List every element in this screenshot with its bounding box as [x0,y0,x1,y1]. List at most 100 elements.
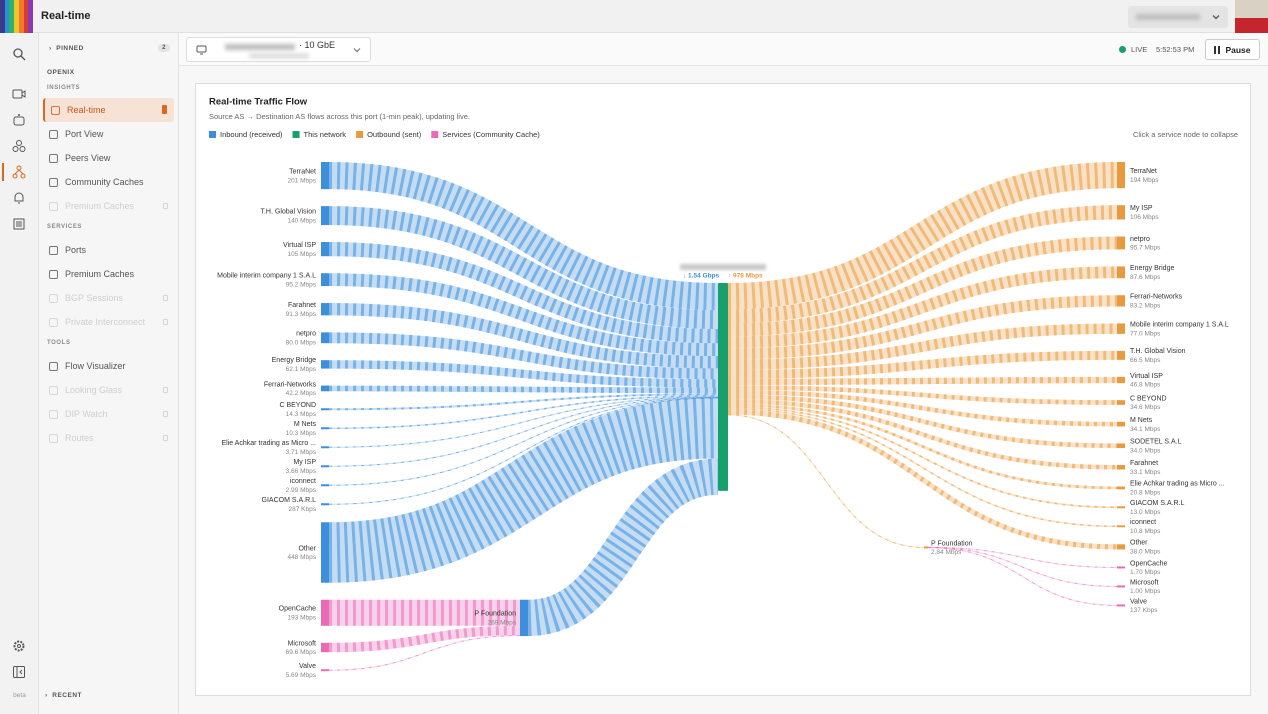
node-name: netpro [1130,236,1150,243]
inbound-node [321,465,329,468]
outbound-node [1117,236,1125,250]
bell-icon[interactable] [12,191,26,205]
nav-icon [49,153,58,163]
nav-item: Looking Glass [43,378,174,402]
nav-item[interactable]: Port View [43,122,174,146]
outbound-node [1117,323,1125,334]
search-icon[interactable] [12,47,26,61]
nav-item[interactable]: Peers View [43,146,174,170]
node-name: iconnect [290,478,316,485]
outbound-node [1117,376,1125,384]
flow-stripes [927,547,1118,606]
node-value: 20.8 Mbps [1130,490,1161,497]
nav-item[interactable]: Real-time [43,98,174,122]
inbound-node [321,273,329,287]
service-node[interactable] [1117,585,1125,588]
nav-icon [49,433,58,443]
nav-item[interactable]: Ports [43,238,174,262]
service-node[interactable] [321,599,329,626]
nav-label: Real-time [67,105,106,115]
node-name: Microsoft [288,640,316,647]
section-title: SERVICES [47,224,83,230]
video-icon[interactable] [12,87,26,101]
account-menu[interactable] [1128,6,1228,28]
service-node[interactable] [1117,604,1125,607]
nav-item[interactable]: Community Caches [43,170,174,194]
outbound-node [1117,443,1125,449]
recent-section[interactable]: › RECENT [45,692,83,699]
node-value: 5.69 Mbps [286,672,317,679]
nav-label: Premium Caches [65,269,135,279]
nav-item[interactable]: Premium Caches [43,262,174,286]
icon-rail [0,33,39,714]
chart-hint: Click a service node to collapse [1133,130,1238,139]
node-value: 38.0 Mbps [1130,549,1161,556]
service-node[interactable] [321,669,329,672]
flow-band [727,295,1118,360]
node-name: SODETEL S.A.L [1130,439,1182,446]
nav-icon [49,245,58,255]
node-value: 33.1 Mbps [1130,469,1161,476]
port-selector[interactable] [186,37,371,62]
outbound-node [1117,486,1125,490]
settings-icon[interactable] [12,639,26,653]
nodes-icon[interactable] [12,139,26,153]
nav-label: BGP Sessions [65,293,123,303]
pinned-section[interactable]: › PINNED 2 [43,37,174,59]
node-name: Ferrari-Networks [1130,294,1183,301]
flow-stripes [727,385,1118,405]
avatar[interactable] [1235,0,1268,33]
node-value: 91.3 Mbps [286,311,317,318]
node-name: Ferrari-Networks [264,381,317,388]
service-node[interactable] [1117,566,1125,569]
node-name: Energy Bridge [272,357,316,364]
flow-band [727,162,1118,310]
node-name: P Foundation [931,540,973,547]
flow-band [328,162,719,311]
node-name: OpenCache [1130,560,1167,567]
flow-stripes [727,414,925,548]
hub-node[interactable] [520,599,528,637]
flow-stripes [328,397,719,486]
nav-item: BGP Sessions [43,286,174,310]
outbound-node [1117,295,1125,307]
flow-icon[interactable] [12,165,26,179]
lock-icon [163,435,168,441]
node-value: 66.5 Mbps [1130,357,1161,364]
node-value: 77.0 Mbps [1130,330,1161,337]
nav-item[interactable]: Flow Visualizer [43,354,174,378]
nav-label: DIP Watch [65,409,108,419]
node-name: P Foundation [474,611,516,618]
pinned-count: 2 [158,44,170,52]
inbound-node [321,162,329,190]
node-value: 1.70 Mbps [1130,569,1161,576]
node-name: M Nets [294,421,317,428]
node-name: Mobile interim company 1 S.A.L [1130,322,1229,329]
flow-band [727,399,1118,470]
flow-stripes [328,398,719,583]
center-inbound: ↓ 1.54 Gbps [683,273,720,280]
nav-icon [49,293,58,303]
flow-stripes [328,273,719,357]
center-name-redacted [680,264,766,270]
flow-stripes [727,323,1118,370]
service-node[interactable] [321,642,329,653]
node-name: TerraNet [1130,168,1157,175]
sidebar: › PINNED 2 OPENIX INSIGHTS Real-time Port V… [39,33,179,714]
bot-icon[interactable] [12,113,26,127]
lock-icon [163,203,168,209]
flow-stripes [727,376,1118,386]
nav-icon [49,409,58,419]
hub-node[interactable] [924,546,928,549]
pinned-label: PINNED [56,44,84,52]
collapse-icon[interactable] [12,665,26,679]
chart: Real-time Traffic Flow Source AS → Destin… [209,97,1238,679]
legend-swatch [431,131,439,138]
node-value: 95.2 Mbps [286,281,317,288]
node-name: Valve [299,663,316,670]
node-name: T.H. Global Vision [260,208,316,215]
pause-button[interactable]: Pause [1205,39,1260,60]
legend-swatch [356,131,364,138]
node-name: Elie Achkar trading as Micro ... [1130,481,1225,488]
doc-icon[interactable] [12,217,26,231]
